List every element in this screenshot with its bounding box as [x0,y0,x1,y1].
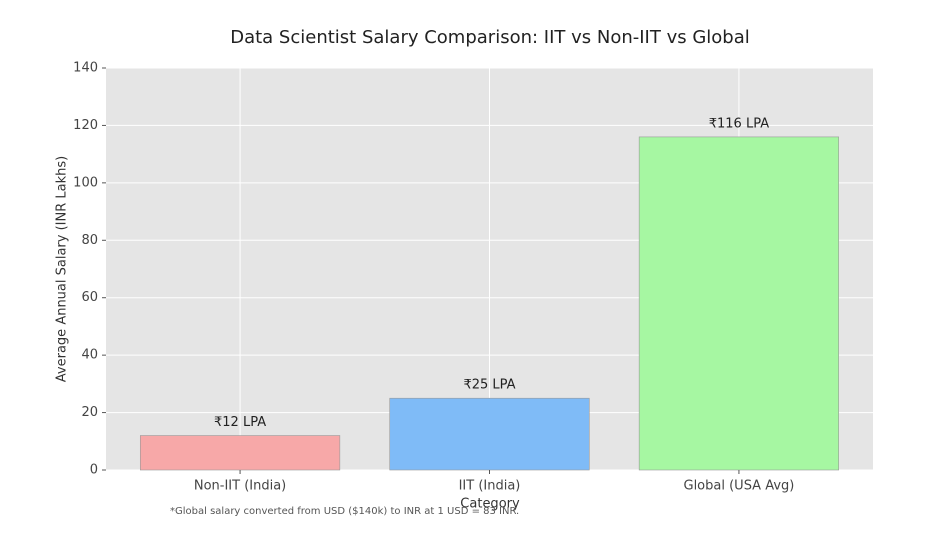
data-label: ₹116 LPA [709,116,769,131]
y-axis-label: Average Annual Salary (INR Lakhs) [55,156,70,382]
y-tick-label: 80 [81,233,98,248]
y-tick-label: 20 [81,405,98,420]
x-tick-label: Non-IIT (India) [194,479,286,494]
x-tick-label: Global (USA Avg) [684,479,795,494]
chart-title: Data Scientist Salary Comparison: IIT vs… [230,27,750,48]
data-label: ₹12 LPA [214,415,266,430]
y-tick-label: 0 [90,463,98,478]
y-tick-label: 60 [81,290,98,305]
y-tick-label: 120 [73,118,98,133]
bar [389,397,590,471]
y-tick-label: 40 [81,348,98,363]
bar [139,435,341,471]
bar [638,136,840,471]
x-tick-label: IIT (India) [459,479,521,494]
x-axis-label: Category [460,497,520,512]
footnote: *Global salary converted from USD ($140k… [170,506,519,517]
y-tick-label: 140 [73,61,98,76]
y-tick-label: 100 [73,175,98,190]
data-label: ₹25 LPA [463,378,515,393]
